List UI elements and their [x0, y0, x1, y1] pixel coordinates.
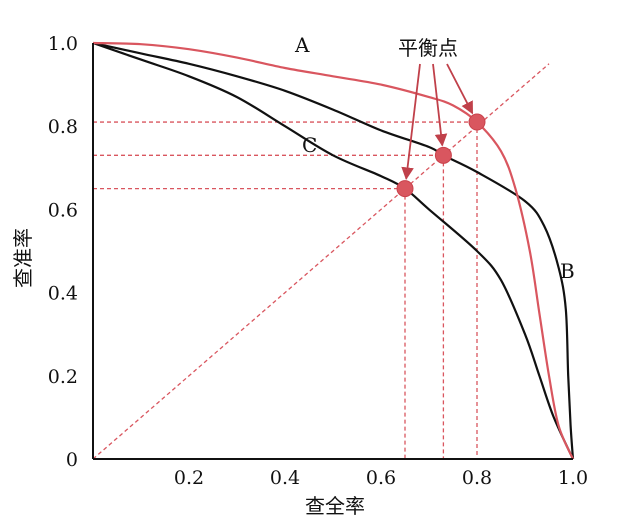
- series-line-a: [92, 41, 575, 460]
- x-tick-label: 1.0: [558, 467, 588, 489]
- annotation-arrow: [432, 63, 448, 147]
- series-label-c: C: [302, 133, 317, 157]
- x-axis-label: 查全率: [305, 494, 365, 518]
- break-even-guide-lines: [93, 121, 478, 459]
- y-tick-label: 0.4: [48, 283, 78, 305]
- break-even-point: [396, 180, 414, 198]
- annotation-arrow: [401, 63, 421, 180]
- y-tick-label: 0.6: [48, 199, 78, 221]
- break-even-annotation: 平衡点: [398, 36, 458, 60]
- y-tick-label: 0: [66, 449, 78, 471]
- y-axis-label: 查准率: [11, 228, 35, 288]
- y-tick-label: 0.2: [48, 366, 78, 388]
- reference-diagonal-line: [92, 63, 550, 460]
- annotation-arrows: [401, 63, 474, 180]
- series-label-b: B: [560, 259, 575, 283]
- y-tick-label: 1.0: [48, 33, 78, 55]
- x-tick-label: 0.8: [462, 467, 492, 489]
- series-label-a: A: [294, 33, 310, 57]
- tick-labels: 0.2 0.4 0.6 0.8 1.0 0 0.2 0.4 0.6 0.8 1.0: [48, 33, 588, 489]
- y-tick-label: 0.8: [48, 116, 78, 138]
- axes-group: [92, 43, 573, 460]
- annotation-arrow: [446, 63, 474, 115]
- break-even-markers: [396, 113, 486, 198]
- x-tick-label: 0.2: [174, 467, 204, 489]
- break-even-point: [434, 146, 452, 164]
- x-tick-label: 0.4: [270, 467, 300, 489]
- x-tick-label: 0.6: [366, 467, 396, 489]
- break-even-point: [468, 113, 486, 131]
